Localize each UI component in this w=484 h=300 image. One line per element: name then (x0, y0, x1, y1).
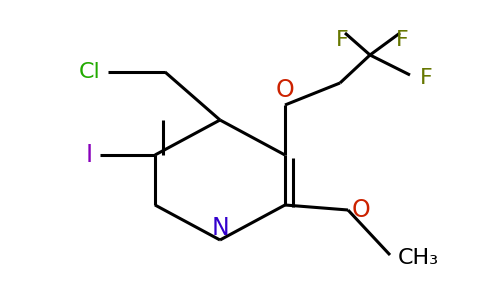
Text: F: F (395, 30, 408, 50)
Text: F: F (335, 30, 348, 50)
Text: O: O (352, 198, 371, 222)
Text: I: I (86, 143, 93, 167)
Text: CH₃: CH₃ (398, 248, 439, 268)
Text: N: N (211, 216, 229, 240)
Text: Cl: Cl (78, 62, 100, 82)
Text: F: F (420, 68, 433, 88)
Text: O: O (275, 78, 294, 102)
